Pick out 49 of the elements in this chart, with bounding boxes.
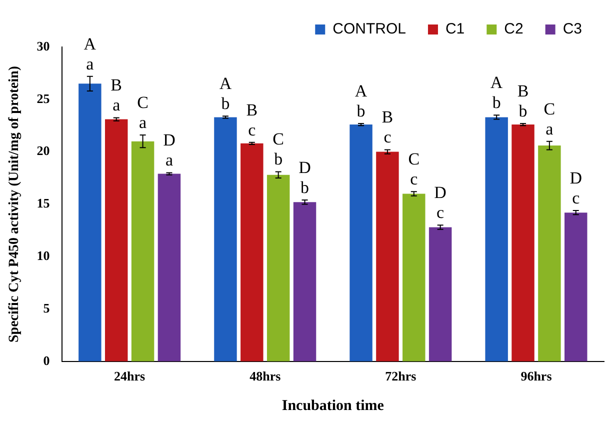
legend-label: C3 (562, 20, 582, 38)
data-label: A a (84, 34, 97, 74)
data-label: D b (298, 158, 311, 197)
y-tick-label: 0 (43, 352, 50, 368)
bar (376, 152, 399, 362)
data-label: A b (219, 74, 232, 114)
bar (240, 143, 264, 362)
data-label: B a (110, 76, 122, 115)
x-tick-label: 96hrs (520, 368, 552, 384)
data-label: D c (434, 183, 446, 222)
x-tick-label: 48hrs (250, 368, 281, 384)
y-tick-label: 5 (43, 300, 50, 316)
data-label: C c (408, 150, 420, 189)
data-label: A b (490, 73, 504, 112)
data-label: D a (163, 130, 176, 170)
bar (158, 174, 181, 362)
y-tick-label: 20 (36, 143, 50, 158)
x-tick-label: 72hrs (385, 368, 416, 384)
data-label: B b (517, 81, 529, 120)
bar (78, 84, 102, 362)
y-tick-label: 30 (36, 38, 50, 54)
bar (293, 202, 316, 362)
x-tick-label: 24hrs (114, 368, 146, 384)
data-label: D c (570, 168, 582, 208)
data-label: B c (382, 108, 394, 147)
data-label: B c (246, 100, 258, 140)
bar (538, 146, 561, 362)
x-axis-title: Incubation time (282, 398, 384, 414)
bar (485, 117, 508, 362)
y-tick-label: 25 (36, 90, 50, 106)
y-tick-label: 10 (36, 248, 50, 263)
y-axis-title: Specific Cyt P450 activity (Unit/mg of protein) (7, 66, 22, 342)
data-label: C b (272, 130, 284, 169)
bar (512, 124, 534, 362)
legend-label: CONTROL (332, 20, 406, 38)
bar (266, 174, 290, 362)
bar (428, 227, 452, 362)
legend-label: C1 (445, 20, 465, 38)
data-label: C a (137, 93, 148, 132)
bar (402, 194, 426, 362)
legend-label: C2 (504, 20, 524, 38)
bar (350, 124, 372, 362)
data-label: C a (544, 99, 556, 138)
bar (214, 117, 237, 362)
bar (131, 141, 154, 362)
data-label: A b (354, 81, 368, 120)
y-tick-label: 15 (36, 196, 50, 211)
bar (104, 119, 128, 362)
bar (564, 212, 588, 362)
